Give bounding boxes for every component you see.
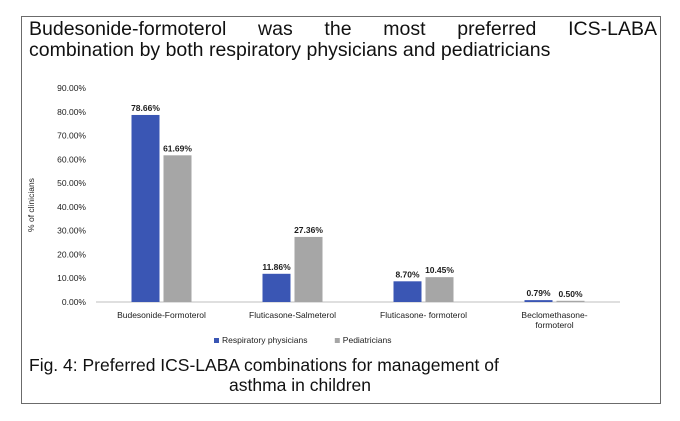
x-category-label: Beclomethasone-formoterol — [521, 310, 587, 330]
legend-swatch-respiratory — [214, 338, 219, 343]
category-labels-group: Budesonide-Formoterol Fluticasone-Salmete… — [117, 310, 588, 330]
legend-label: Respiratory physicians — [222, 335, 308, 345]
figure-caption-line-1: Fig. 4: Preferred ICS-LABA combinations … — [29, 355, 499, 375]
legend: Respiratory physicians Pediatricians — [214, 335, 391, 345]
x-category-label-line: formoterol — [535, 320, 573, 330]
y-tick-label: 30.00% — [57, 226, 86, 236]
x-category-label-line: Fluticasone- formoterol — [380, 310, 467, 320]
y-tick-label: 20.00% — [57, 249, 86, 259]
bar-pediatricians — [556, 300, 585, 302]
y-tick-label: 50.00% — [57, 178, 86, 188]
legend-label: Pediatricians — [343, 335, 392, 345]
bar-pediatricians — [294, 236, 323, 302]
figure-frame — [21, 16, 661, 404]
bar-value-label: 10.45% — [425, 265, 454, 275]
bar-value-label: 11.86% — [262, 262, 291, 272]
x-category-label: Fluticasone- formoterol — [380, 310, 467, 320]
y-axis-ticks: 0.00% 10.00% 20.00% 30.00% 40.00% 50.00% 60.00… — [57, 83, 86, 307]
bar-value-label: 8.70% — [395, 269, 420, 279]
chart-title-line-1: Budesonide-formoterol was the most prefe… — [29, 18, 657, 40]
x-category-label-line: Budesonide-Formoterol — [117, 310, 206, 320]
y-tick-label: 60.00% — [57, 154, 86, 164]
bar-value-label: 0.50% — [558, 289, 583, 299]
legend-swatch-pediatricians — [334, 338, 340, 343]
y-tick-label: 40.00% — [57, 202, 86, 212]
bars-group — [131, 114, 585, 303]
x-category-label: Budesonide-Formoterol — [117, 310, 206, 320]
x-category-label-line: Fluticasone-Salmeterol — [249, 310, 336, 320]
y-tick-label: 90.00% — [57, 83, 86, 93]
bar-pediatricians — [163, 155, 192, 302]
x-category-label-line: Beclomethasone- — [521, 310, 587, 320]
figure-caption-line-2: asthma in children — [229, 375, 372, 395]
bar-respiratory-physicians — [131, 114, 160, 303]
y-tick-label: 70.00% — [57, 131, 86, 141]
y-tick-label: 80.00% — [57, 107, 86, 117]
bar-respiratory-physicians — [262, 273, 291, 302]
chart-title: Budesonide-formoterol was the most prefe… — [29, 19, 657, 61]
bar-pediatricians — [425, 277, 454, 302]
bar-respiratory-physicians — [393, 281, 422, 302]
figure-caption: Fig. 4: Preferred ICS-LABA combinations … — [29, 355, 629, 395]
y-axis-label: % of clinicians — [26, 178, 36, 232]
x-category-label: Fluticasone-Salmeterol — [249, 310, 336, 320]
bar-respiratory-physicians — [524, 300, 553, 302]
bar-value-label: 27.36% — [294, 225, 323, 235]
value-labels-group: 78.66% 61.69% 11.86% 27.36% 8.70% 10.45% 0.79%… — [131, 103, 583, 299]
y-tick-label: 10.00% — [57, 273, 86, 283]
y-tick-label: 0.00% — [62, 297, 87, 307]
chart-title-line-2: combination by both respiratory physicia… — [29, 39, 551, 61]
bar-value-label: 78.66% — [131, 103, 160, 113]
bar-value-label: 61.69% — [163, 143, 192, 153]
bar-value-label: 0.79% — [526, 288, 551, 298]
